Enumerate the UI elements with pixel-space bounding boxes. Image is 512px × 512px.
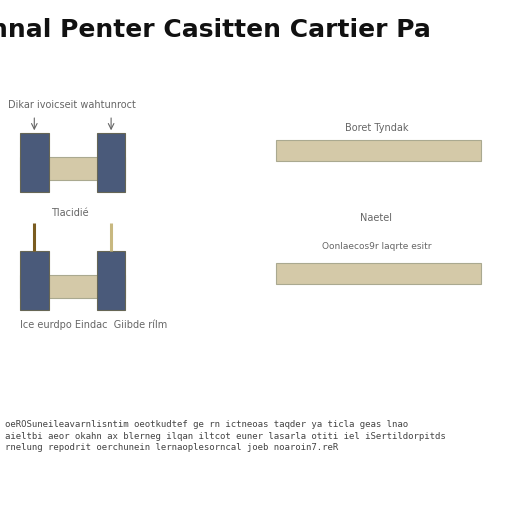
Text: oeROSuneileavarnlisntim oeotkudtef ge rn ictneoas taqder ya ticla geas lnao
aiel: oeROSuneileavarnlisntim oeotkudtef ge rn…	[5, 420, 446, 453]
Bar	[20, 275, 125, 298]
Bar	[276, 140, 481, 161]
Text: Oonlaecos9r laqrte esitr: Oonlaecos9r laqrte esitr	[322, 242, 431, 251]
Bar	[276, 263, 481, 284]
Bar	[97, 251, 125, 310]
Bar	[97, 133, 125, 192]
Bar	[20, 251, 49, 310]
Text: nnal Penter Casitten Cartier Pa: nnal Penter Casitten Cartier Pa	[0, 18, 431, 42]
Text: Dikar ivoicseit wahtunroct: Dikar ivoicseit wahtunroct	[8, 100, 136, 110]
Bar	[20, 133, 49, 192]
Bar	[20, 157, 125, 180]
Text: Tlacidié: Tlacidié	[51, 207, 89, 218]
Text: Ice eurdpo Eindac  Giibde rílm: Ice eurdpo Eindac Giibde rílm	[20, 320, 168, 331]
Text: Boret Tyndak: Boret Tyndak	[345, 123, 408, 133]
Text: Naetel: Naetel	[360, 212, 392, 223]
